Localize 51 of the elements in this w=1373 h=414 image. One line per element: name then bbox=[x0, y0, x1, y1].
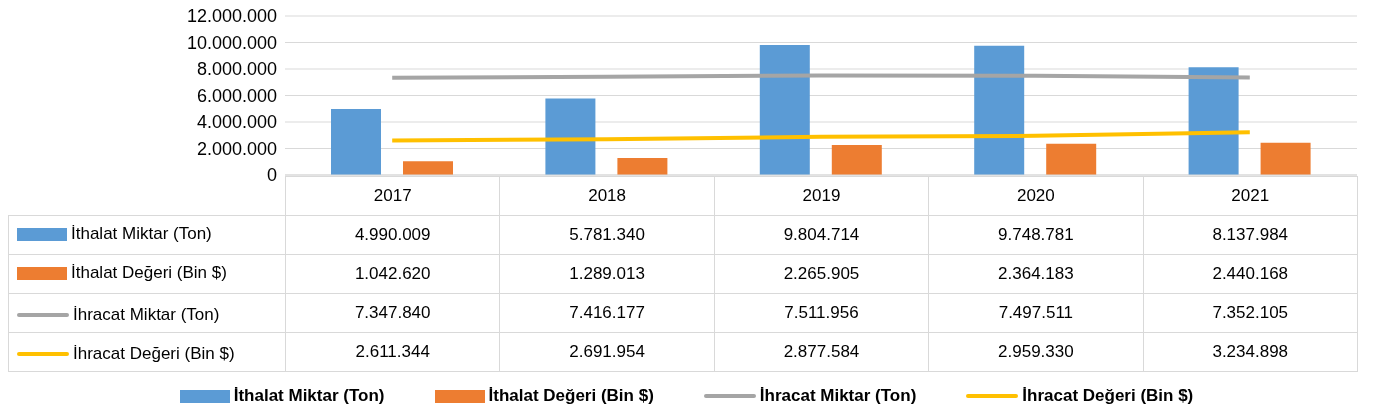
data-label: 1.042.620 bbox=[285, 254, 500, 294]
legend-label: İthalat Miktar (Ton) bbox=[70, 224, 212, 245]
data-label: 5.781.340 bbox=[499, 215, 715, 255]
data-label: 1.289.013 bbox=[499, 254, 715, 294]
text: İthalat Değeri (Bin $) bbox=[488, 386, 654, 405]
data-label: 7.347.840 bbox=[285, 293, 500, 333]
y-tick-label: 6.000.000 bbox=[196, 85, 277, 106]
bar bbox=[1046, 143, 1097, 175]
data-label: 2.265.905 bbox=[714, 254, 929, 294]
data-label: 3.234.898 bbox=[1143, 332, 1358, 372]
text: İthalat Miktar (Ton) bbox=[233, 386, 385, 405]
legend-label: İthalat Değeri (Bin $) bbox=[70, 263, 227, 284]
x-tick-label: 2017 bbox=[285, 176, 500, 216]
text: İhracat Miktar (Ton) bbox=[759, 386, 917, 405]
data-label: 2.691.954 bbox=[499, 332, 715, 372]
data-label: 8.137.984 bbox=[1143, 215, 1358, 255]
data-label: 9.748.781 bbox=[928, 215, 1144, 255]
data-label: 2.959.330 bbox=[928, 332, 1144, 372]
data-label: 4.990.009 bbox=[285, 215, 500, 255]
data-label: 7.511.956 bbox=[714, 293, 929, 333]
legend-label: İhracat Değeri (Bin $) bbox=[1021, 386, 1194, 406]
y-tick-label: 10.000.000 bbox=[186, 32, 277, 53]
bar bbox=[831, 144, 882, 175]
x-tick-label: 2019 bbox=[714, 176, 929, 216]
bar bbox=[1188, 67, 1239, 175]
bar bbox=[759, 45, 810, 175]
data-label: 2.877.584 bbox=[714, 332, 929, 372]
y-tick-label: 2.000.000 bbox=[196, 138, 277, 159]
data-label: 2.364.183 bbox=[928, 254, 1144, 294]
bar bbox=[545, 98, 596, 175]
text: İhracat Değeri (Bin $) bbox=[73, 343, 235, 363]
data-label: 7.497.511 bbox=[928, 293, 1144, 333]
x-tick-label: 2021 bbox=[1143, 176, 1358, 216]
bar bbox=[617, 157, 668, 175]
y-tick-label: 4.000.000 bbox=[196, 112, 277, 133]
legend-label: İhracat Miktar (Ton) bbox=[72, 304, 220, 325]
data-label: 7.416.177 bbox=[499, 293, 715, 333]
y-tick-label: 12.000.000 bbox=[186, 6, 277, 27]
x-tick-label: 2020 bbox=[928, 176, 1144, 216]
bar bbox=[1260, 142, 1311, 175]
x-tick-label: 2018 bbox=[499, 176, 715, 216]
bar bbox=[974, 45, 1025, 175]
bar bbox=[403, 161, 453, 175]
data-label: 9.804.714 bbox=[714, 215, 929, 255]
y-tick-label: 8.000.000 bbox=[196, 59, 277, 80]
y-tick-label: 0 bbox=[266, 165, 277, 186]
data-label: 2.611.344 bbox=[285, 332, 500, 372]
bar bbox=[331, 108, 381, 175]
line-series bbox=[390, 130, 1252, 143]
data-label: 7.352.105 bbox=[1143, 293, 1358, 333]
data-label: 2.440.168 bbox=[1143, 254, 1358, 294]
